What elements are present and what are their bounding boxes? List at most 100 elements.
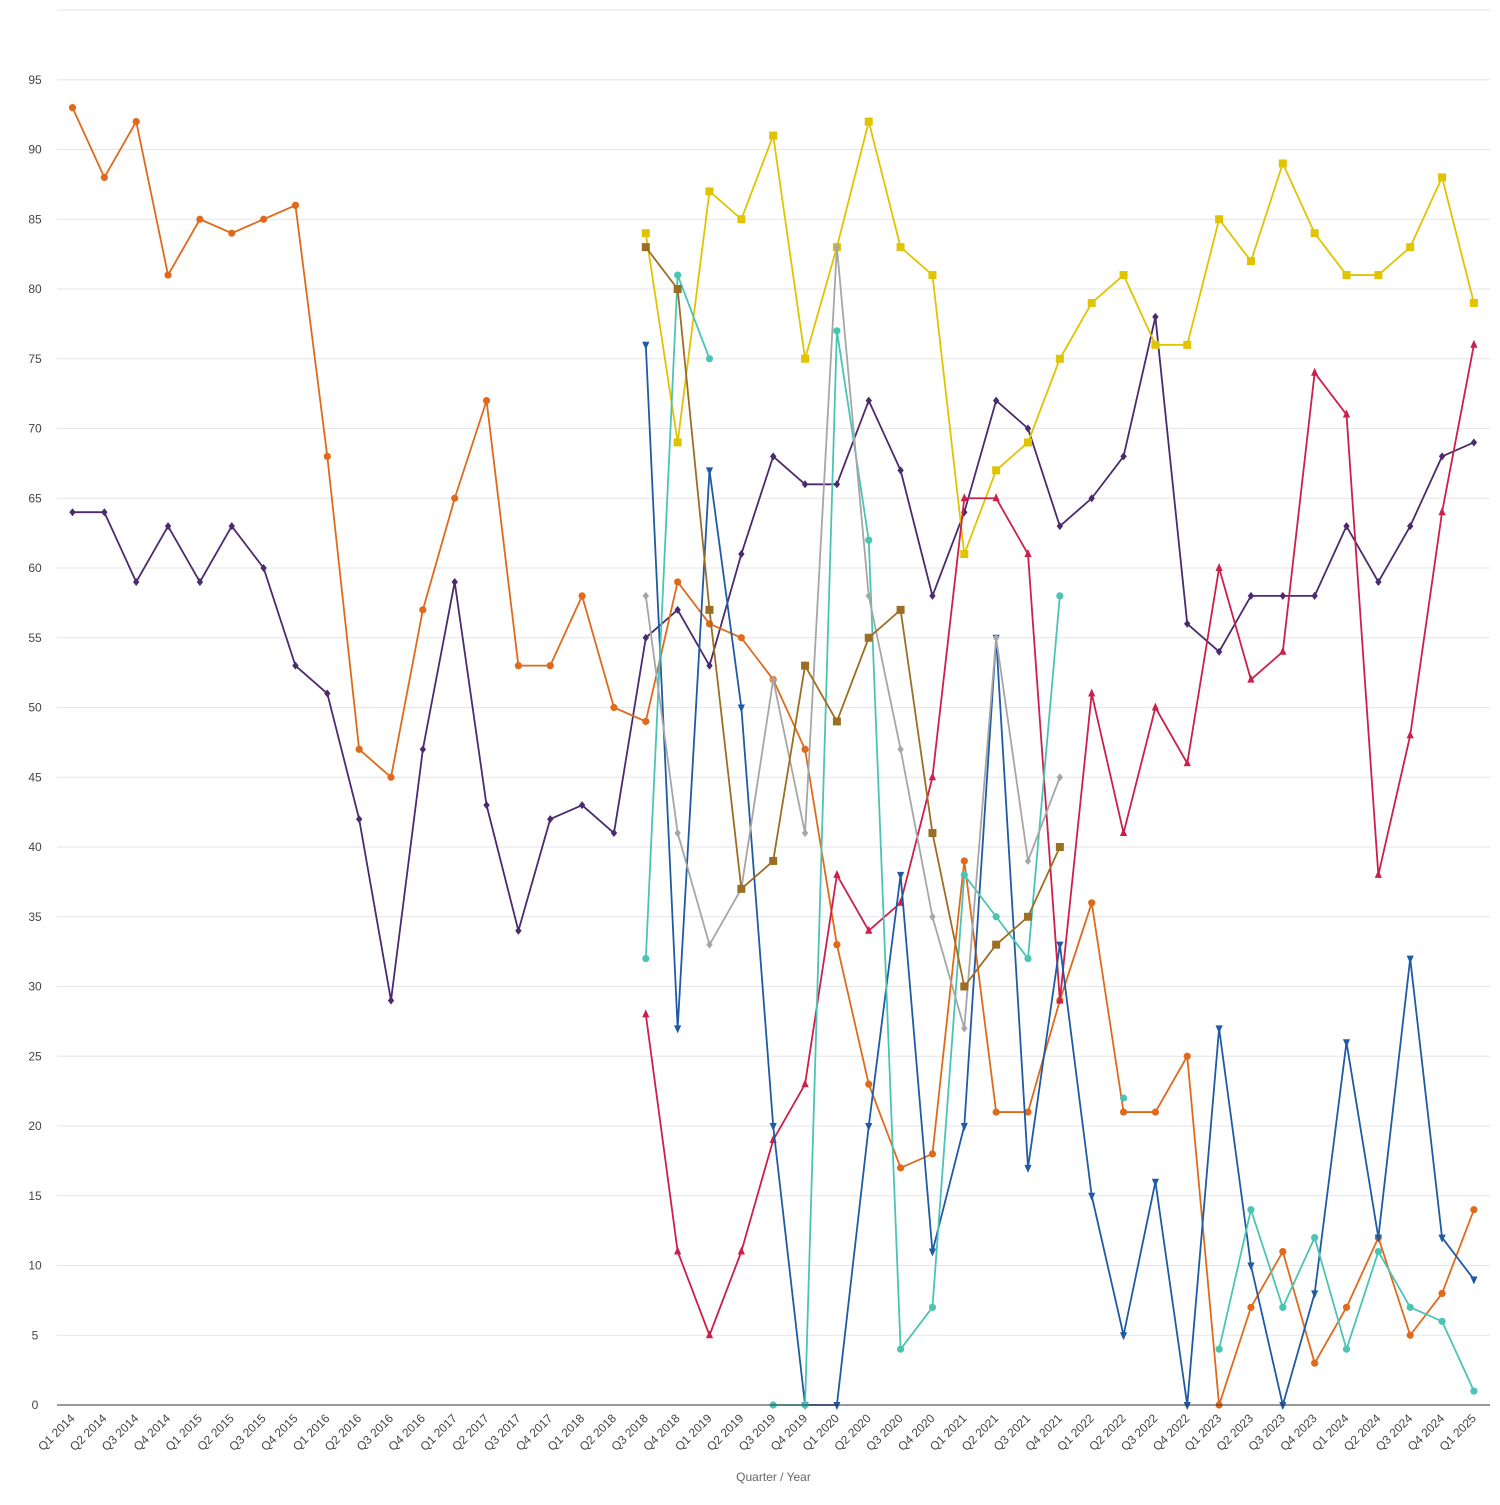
data-point	[1438, 1289, 1446, 1297]
data-point	[387, 773, 395, 781]
data-point	[1119, 1094, 1128, 1102]
data-point	[1311, 1359, 1319, 1367]
x-axis-title: Quarter / Year	[736, 1470, 811, 1484]
data-point	[673, 285, 682, 293]
data-point	[1438, 1317, 1446, 1325]
data-point	[1183, 1402, 1191, 1410]
y-tick-label: 50	[28, 701, 42, 715]
data-point	[642, 955, 650, 963]
data-point	[1247, 1262, 1255, 1271]
data-point	[706, 940, 713, 949]
data-point	[770, 452, 777, 461]
data-point	[1056, 773, 1064, 782]
data-point	[865, 396, 872, 405]
data-point	[833, 243, 841, 252]
data-point	[1055, 843, 1064, 851]
data-point	[1438, 452, 1446, 461]
y-tick-label: 15	[28, 1189, 42, 1203]
data-point	[897, 745, 904, 754]
data-point	[992, 913, 1000, 921]
data-point	[1024, 549, 1032, 558]
series-line	[72, 316, 1475, 1002]
data-point	[1215, 647, 1223, 656]
series-2	[68, 104, 1478, 1409]
data-point	[1151, 702, 1159, 711]
data-point	[1087, 298, 1096, 307]
data-point	[833, 1402, 841, 1410]
data-point	[578, 801, 586, 810]
data-point	[929, 912, 936, 921]
y-tick-label: 70	[28, 422, 42, 436]
data-point	[1151, 1178, 1159, 1187]
data-point	[801, 354, 810, 363]
data-point	[801, 661, 810, 670]
data-point	[1279, 591, 1286, 600]
data-point	[1438, 507, 1446, 516]
y-tick-label: 35	[28, 910, 42, 924]
data-point	[1310, 229, 1319, 238]
data-point	[737, 704, 745, 713]
data-point	[737, 634, 745, 642]
data-point	[1438, 1234, 1446, 1243]
data-point	[1152, 312, 1159, 321]
data-point	[1406, 243, 1415, 252]
data-point	[960, 982, 969, 991]
y-tick-label: 40	[28, 840, 42, 854]
data-point	[133, 577, 140, 586]
data-point	[132, 118, 140, 126]
data-point	[1470, 1276, 1478, 1285]
data-point	[1342, 1345, 1351, 1353]
data-point	[1279, 1247, 1287, 1256]
data-point	[705, 1330, 714, 1339]
data-point	[196, 577, 204, 586]
data-point	[324, 689, 331, 698]
data-point	[897, 1345, 905, 1353]
data-point	[451, 577, 458, 586]
data-point	[228, 522, 235, 531]
data-point	[1342, 271, 1351, 280]
data-point	[865, 925, 873, 934]
data-point	[260, 215, 268, 223]
data-point	[1406, 955, 1414, 964]
data-point	[1024, 912, 1032, 921]
series-1	[69, 312, 1478, 1005]
data-point	[1470, 438, 1478, 447]
y-tick-label: 25	[28, 1049, 42, 1063]
data-point	[706, 661, 713, 670]
data-point	[1279, 1303, 1287, 1311]
series-line	[644, 120, 1475, 555]
data-point	[546, 662, 554, 670]
data-point	[1375, 577, 1382, 586]
data-point	[1024, 955, 1032, 963]
data-point	[928, 271, 937, 280]
data-point	[897, 466, 904, 475]
data-point	[1024, 424, 1032, 433]
data-point	[1343, 522, 1350, 531]
data-point	[1215, 563, 1223, 571]
data-point	[737, 215, 746, 224]
data-point	[641, 243, 650, 252]
data-point	[1184, 619, 1191, 628]
data-point	[1183, 340, 1192, 349]
data-point	[801, 480, 809, 489]
y-tick-label: 45	[28, 770, 42, 784]
data-point	[642, 591, 649, 600]
data-point	[897, 871, 905, 880]
data-point	[642, 1009, 650, 1018]
series-line	[644, 344, 1475, 1406]
data-point	[929, 591, 936, 600]
data-point	[1215, 1025, 1223, 1034]
data-point	[1374, 271, 1383, 280]
data-point	[1406, 1331, 1414, 1339]
y-tick-label: 60	[28, 561, 42, 575]
data-point	[1215, 215, 1224, 224]
data-point	[1119, 1332, 1128, 1341]
data-point	[355, 815, 363, 824]
data-point	[1151, 340, 1160, 349]
data-point	[228, 229, 236, 237]
data-point	[291, 201, 300, 209]
data-point	[738, 550, 745, 559]
data-point	[1311, 1290, 1319, 1299]
data-point	[387, 996, 395, 1005]
